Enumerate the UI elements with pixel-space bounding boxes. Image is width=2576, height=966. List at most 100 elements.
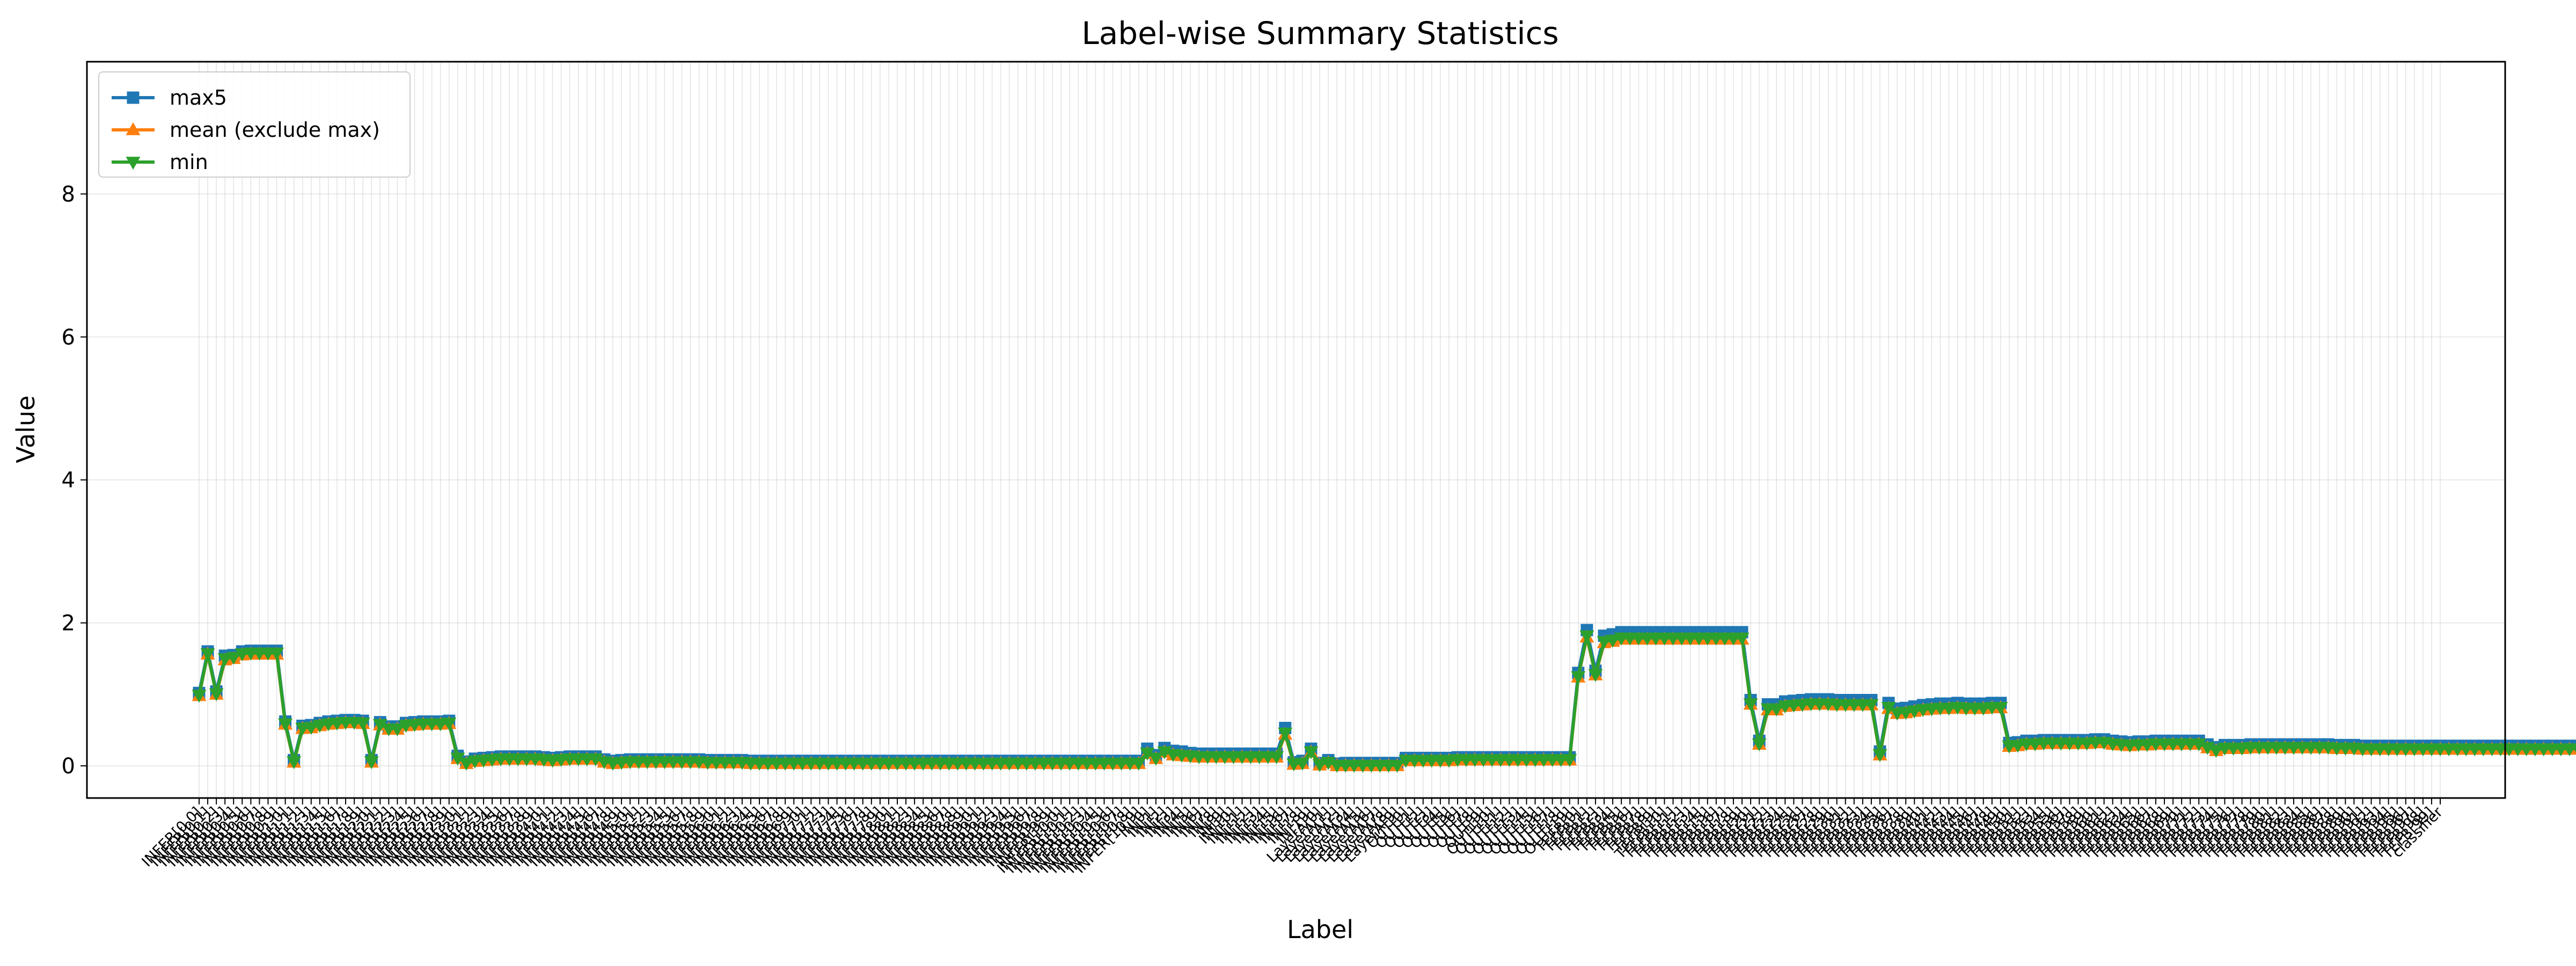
x-axis-label: Label bbox=[1287, 915, 1353, 944]
data-point bbox=[1304, 746, 1319, 759]
legend-swatch-marker bbox=[126, 122, 141, 135]
data-point bbox=[2140, 739, 2155, 752]
y-tick-label: 4 bbox=[62, 468, 75, 493]
y-axis: 0 2 4 6 8 bbox=[62, 182, 87, 779]
data-point bbox=[1890, 707, 1905, 721]
data-point bbox=[2028, 738, 2043, 751]
data-point bbox=[407, 719, 422, 733]
data-point bbox=[321, 718, 336, 731]
data-point bbox=[1993, 701, 2008, 715]
data-point bbox=[209, 688, 224, 701]
data-point bbox=[554, 754, 569, 767]
data-point bbox=[330, 718, 345, 731]
data-point bbox=[1941, 702, 1956, 716]
data-point bbox=[1924, 703, 1939, 716]
data-point bbox=[295, 722, 310, 736]
legend-label: mean (exclude max) bbox=[170, 118, 380, 142]
data-point bbox=[467, 755, 482, 769]
data-point bbox=[1390, 759, 1405, 773]
data-point bbox=[304, 722, 319, 735]
data-point bbox=[1571, 671, 1586, 684]
data-point bbox=[485, 754, 500, 767]
data-point bbox=[1872, 749, 1887, 762]
legend-label: max5 bbox=[170, 86, 227, 109]
data-point bbox=[1295, 757, 1310, 771]
data-point bbox=[312, 720, 327, 733]
plot-frame bbox=[86, 61, 2506, 799]
data-point bbox=[1864, 699, 1879, 712]
chart-title: Label-wise Summary Statistics bbox=[1081, 15, 1558, 52]
data-point bbox=[269, 647, 284, 661]
data-point bbox=[200, 648, 215, 662]
data-point bbox=[442, 718, 457, 731]
data-point bbox=[1907, 705, 1922, 719]
data-point bbox=[2002, 740, 2017, 753]
data-point bbox=[2079, 737, 2094, 751]
data-point bbox=[1777, 700, 1792, 714]
series-layer bbox=[192, 624, 2576, 773]
legend-swatch-marker bbox=[127, 91, 140, 104]
data-point bbox=[217, 653, 232, 667]
data-point bbox=[1786, 699, 1801, 713]
legend-item: min bbox=[112, 150, 208, 174]
series-2 bbox=[192, 630, 2576, 773]
data-point bbox=[364, 756, 379, 770]
data-point bbox=[1743, 698, 1758, 712]
data-point bbox=[1769, 703, 1784, 716]
y-axis-label: Value bbox=[11, 396, 40, 463]
data-point bbox=[1976, 702, 1991, 716]
legend-item: max5 bbox=[112, 86, 227, 109]
data-point bbox=[476, 755, 491, 768]
legend-label: min bbox=[170, 150, 208, 174]
data-point bbox=[235, 648, 250, 662]
data-point bbox=[1278, 727, 1293, 741]
data-point bbox=[1597, 636, 1612, 649]
data-point bbox=[390, 723, 405, 737]
data-point bbox=[2010, 740, 2025, 753]
data-point bbox=[1588, 669, 1603, 682]
y-tick-label: 8 bbox=[62, 182, 75, 207]
y-tick-label: 0 bbox=[62, 754, 75, 779]
data-point bbox=[1605, 634, 1620, 648]
gridlines bbox=[87, 62, 2505, 798]
legend-box bbox=[98, 71, 411, 178]
data-point bbox=[2235, 742, 2250, 756]
data-point bbox=[1131, 757, 1146, 771]
data-point bbox=[2562, 743, 2576, 757]
data-point bbox=[2571, 743, 2576, 753]
x-axis: INFER[0,0]INFER[0,1]INFER[0,2]INFER[0,3]… bbox=[139, 798, 2447, 877]
data-point bbox=[2123, 740, 2138, 753]
data-point bbox=[278, 718, 293, 731]
data-point bbox=[287, 756, 302, 770]
data-point bbox=[433, 718, 448, 731]
data-point bbox=[1898, 707, 1913, 720]
data-point bbox=[459, 757, 474, 771]
data-point bbox=[1915, 704, 1930, 718]
data-point bbox=[1148, 752, 1163, 766]
series-line bbox=[197, 634, 2576, 767]
legend: max5 mean (exclude max) min bbox=[98, 71, 411, 178]
data-point bbox=[605, 757, 620, 771]
data-point bbox=[1752, 738, 1767, 751]
data-point bbox=[355, 718, 370, 731]
data-point bbox=[1562, 754, 1577, 767]
data-point bbox=[1579, 630, 1594, 643]
data-point bbox=[226, 652, 241, 665]
legend-swatch-marker bbox=[126, 157, 141, 170]
data-point bbox=[1286, 758, 1301, 772]
y-tick-label: 6 bbox=[62, 325, 75, 350]
data-point bbox=[192, 690, 207, 703]
legend-item: mean (exclude max) bbox=[112, 118, 380, 142]
data-point bbox=[1312, 759, 1327, 772]
data-point bbox=[1795, 699, 1810, 712]
data-point bbox=[1269, 751, 1284, 764]
data-point bbox=[545, 755, 560, 768]
data-point bbox=[1735, 632, 1750, 646]
data-point bbox=[398, 720, 413, 733]
data-point bbox=[2208, 744, 2223, 758]
data-point bbox=[1441, 755, 1457, 768]
data-point bbox=[614, 757, 629, 770]
y-tick-label: 2 bbox=[62, 611, 75, 636]
